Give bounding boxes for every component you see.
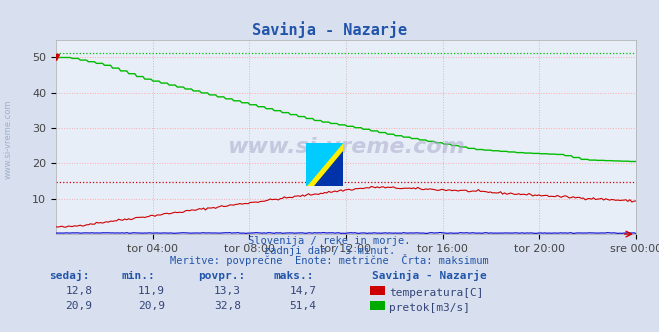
Text: sedaj:: sedaj:	[49, 270, 90, 281]
Text: 11,9: 11,9	[138, 286, 165, 296]
Polygon shape	[314, 151, 343, 186]
Text: Slovenija / reke in morje.: Slovenija / reke in morje.	[248, 236, 411, 246]
Text: Savinja - Nazarje: Savinja - Nazarje	[372, 270, 487, 281]
Text: Meritve: povprečne  Enote: metrične  Črta: maksimum: Meritve: povprečne Enote: metrične Črta:…	[170, 254, 489, 266]
Text: maks.:: maks.:	[273, 271, 314, 281]
Polygon shape	[306, 143, 343, 186]
Text: 20,9: 20,9	[138, 301, 165, 311]
Text: 14,7: 14,7	[290, 286, 316, 296]
Text: 12,8: 12,8	[66, 286, 92, 296]
Text: www.si-vreme.com: www.si-vreme.com	[3, 100, 13, 179]
Text: 32,8: 32,8	[214, 301, 241, 311]
Text: www.si-vreme.com: www.si-vreme.com	[227, 137, 465, 157]
Text: zadnji dan / 5 minut.: zadnji dan / 5 minut.	[264, 246, 395, 256]
Text: 20,9: 20,9	[66, 301, 92, 311]
Text: povpr.:: povpr.:	[198, 271, 245, 281]
Text: temperatura[C]: temperatura[C]	[389, 288, 483, 298]
Text: 13,3: 13,3	[214, 286, 241, 296]
Polygon shape	[306, 143, 343, 186]
Text: min.:: min.:	[122, 271, 156, 281]
Text: 51,4: 51,4	[290, 301, 316, 311]
Text: pretok[m3/s]: pretok[m3/s]	[389, 303, 470, 313]
Text: Savinja - Nazarje: Savinja - Nazarje	[252, 22, 407, 39]
